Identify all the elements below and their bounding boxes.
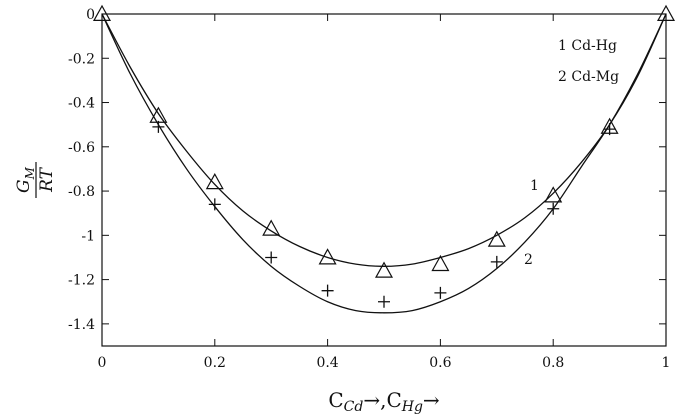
plot-frame xyxy=(101,13,667,347)
series-1-point xyxy=(318,248,337,265)
x-axis-label: CCd→,CHg→ xyxy=(328,388,440,415)
y-axis-label: GM RT xyxy=(14,162,57,198)
curve-label-1: 1 xyxy=(530,178,539,194)
y-tick-label: 0 xyxy=(86,7,95,23)
series-1-point xyxy=(374,261,394,278)
series-1-point xyxy=(92,4,112,21)
x-tick-label: 0 xyxy=(98,355,107,371)
series-2-point xyxy=(490,255,503,268)
x-tick-label: 0.2 xyxy=(204,355,226,371)
series-1-point xyxy=(262,219,281,236)
svg-text:GM: GM xyxy=(14,166,37,193)
series-2-point xyxy=(265,251,278,264)
legend-entry-2: 2 Cd-Mg xyxy=(558,69,619,85)
y-tick-label: -0.6 xyxy=(68,140,95,156)
y-tick-label: -0.4 xyxy=(68,96,95,112)
series-1-point xyxy=(431,254,450,272)
series-2-point xyxy=(547,202,560,215)
y-label-denominator: RT xyxy=(37,166,57,193)
series-1-point xyxy=(544,186,563,203)
y-tick-label: -1 xyxy=(81,228,95,244)
series-2-point xyxy=(208,198,221,211)
y-label-numerator-sub: M xyxy=(23,166,37,180)
legend-entry-1: 1 Cd-Hg xyxy=(558,38,617,54)
series-2-point xyxy=(434,286,447,299)
series-1-point xyxy=(656,4,676,21)
series-2-point xyxy=(378,295,390,308)
series-2-point xyxy=(603,123,616,136)
series-curves xyxy=(101,13,667,314)
series-1-point xyxy=(205,172,224,190)
x-tick-label: 1 xyxy=(662,355,671,371)
y-tick-label: -0.8 xyxy=(68,184,95,200)
series-2-point xyxy=(152,120,165,133)
series-markers xyxy=(92,4,676,308)
y-tick-label: -1.2 xyxy=(68,273,95,289)
series-2-curve xyxy=(101,13,667,314)
series-2-point xyxy=(321,284,334,297)
curve-label-2: 2 xyxy=(524,252,533,268)
series-1-point xyxy=(487,230,506,247)
series-1-curve xyxy=(101,13,667,267)
x-tick-label: 0.6 xyxy=(429,355,451,371)
axis-ticks: 0 0.2 0.4 0.6 0.8 1 0 -0.2 -0.4 -0.6 -0.8 -1 -1.2 -1.… xyxy=(68,7,670,371)
legend: 1 Cd-Hg 2 Cd-Mg xyxy=(558,38,619,85)
y-tick-label: -1.4 xyxy=(68,317,95,333)
y-label-numerator: G xyxy=(14,179,34,193)
x-tick-label: 0.8 xyxy=(542,355,564,371)
y-tick-label: -0.2 xyxy=(68,51,95,67)
x-tick-label: 0.4 xyxy=(316,355,338,371)
